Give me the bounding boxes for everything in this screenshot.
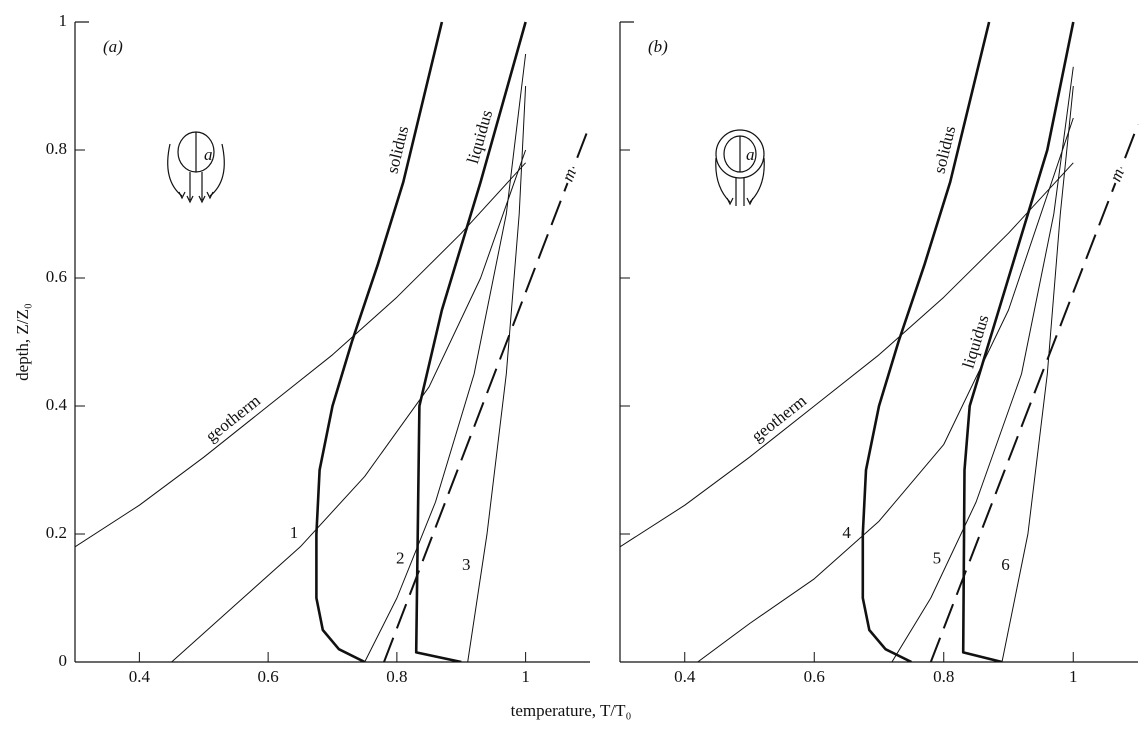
- panel-label: (b): [648, 37, 668, 56]
- inset-arrows: [726, 197, 754, 206]
- y-tick-label: 0.2: [46, 523, 67, 542]
- y-tick-label: 1: [59, 11, 68, 30]
- curve-label: 6: [1001, 555, 1010, 574]
- flow-inset: a: [167, 131, 225, 204]
- x-tick-label: 0.4: [674, 667, 696, 686]
- x-tick-label: 0.4: [129, 667, 151, 686]
- curve: [891, 66, 1074, 662]
- x-tick-label: 1: [521, 667, 530, 686]
- inset-label: a: [746, 145, 755, 164]
- curve: [620, 162, 1074, 548]
- x-tick-label: 0.6: [804, 667, 825, 686]
- curve: [171, 149, 527, 662]
- curve-label: 3: [462, 555, 471, 574]
- y-tick-label: 0.4: [46, 395, 68, 414]
- curve-label: 1: [290, 523, 299, 542]
- inset-label: a: [204, 145, 213, 164]
- curve: [467, 85, 527, 662]
- flow-inset: a: [715, 129, 765, 206]
- curve-label: 5: [933, 549, 942, 568]
- curve: [697, 117, 1074, 662]
- x-tick-label: 0.8: [933, 667, 954, 686]
- curve: [414, 21, 527, 662]
- x-tick-label: 1: [1069, 667, 1078, 686]
- x-axis-label: temperature, T/T₀: [511, 701, 632, 720]
- x-tick-label: 0.8: [386, 667, 407, 686]
- curve-label: 2: [396, 549, 405, 568]
- y-tick-label: 0.6: [46, 267, 67, 286]
- curve: [75, 162, 526, 548]
- curve: [961, 21, 1075, 662]
- inset-flow: [167, 143, 225, 200]
- curve: [364, 53, 527, 662]
- x-tick-label: 0.6: [258, 667, 279, 686]
- y-tick-label: 0: [59, 651, 68, 670]
- y-tick-label: 0.8: [46, 139, 67, 158]
- curve-label: 4: [842, 523, 851, 542]
- curve: [1001, 85, 1074, 662]
- y-axis-label: depth, Z/Z₀: [13, 303, 32, 381]
- panel-label: (a): [103, 37, 123, 56]
- inset-arrows: [178, 191, 214, 204]
- curve: [929, 124, 1139, 662]
- inset-flow: [715, 157, 765, 206]
- curve: [861, 21, 991, 662]
- curve: [315, 21, 444, 662]
- curve: [383, 124, 591, 662]
- inset-outer: [715, 129, 765, 179]
